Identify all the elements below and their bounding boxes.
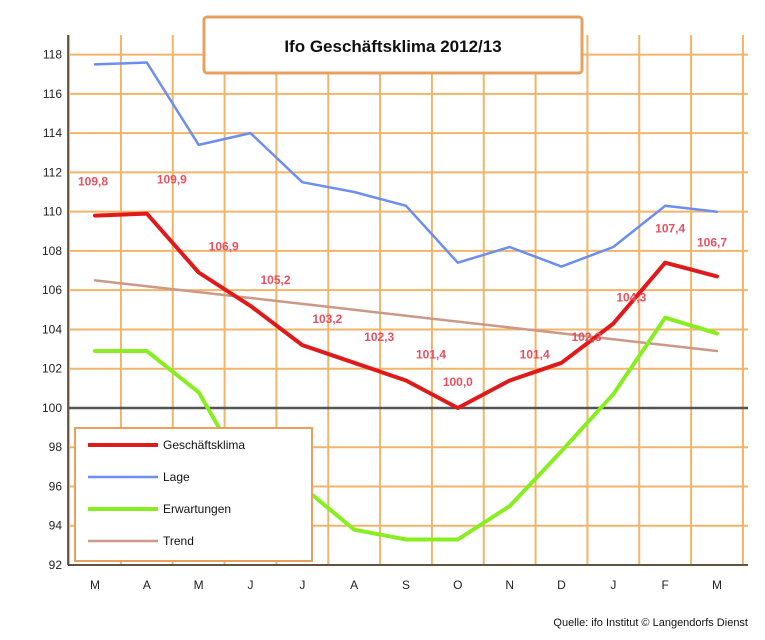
- x-tick-label: J: [610, 578, 616, 592]
- source-note: Quelle: ifo Institut © Langendorfs Diens…: [553, 617, 748, 629]
- y-tick-label: 102: [42, 362, 62, 376]
- y-tick-label: 118: [43, 48, 62, 62]
- data-label: 100,0: [443, 375, 473, 389]
- chart-title-box: Ifo Geschäftsklima 2012/13: [202, 15, 584, 75]
- y-tick-label: 104: [42, 322, 62, 336]
- legend-label: Lage: [163, 470, 190, 484]
- data-label: 107,4: [655, 222, 685, 236]
- y-axis: 92 94 96 98 100 102 104 106 108 110 112 114 116 118: [42, 48, 62, 572]
- data-label: 109,8: [78, 175, 108, 189]
- data-label: 103,2: [312, 312, 342, 326]
- y-tick-label: 106: [42, 283, 62, 297]
- series-line-trend: [93, 279, 719, 353]
- data-label: 104,3: [616, 291, 646, 305]
- series-line-geschäftsklima: [93, 211, 719, 410]
- data-label: 105,2: [260, 273, 290, 287]
- x-tick-label: J: [248, 578, 254, 592]
- y-tick-label: 92: [49, 558, 63, 572]
- y-tick-label: 108: [42, 244, 62, 258]
- series-lines: [93, 61, 719, 542]
- legend-label: Geschäftsklima: [163, 438, 245, 452]
- data-label: 106,9: [209, 240, 239, 254]
- legend-label: Erwartungen: [163, 502, 231, 516]
- data-label: 102,3: [571, 330, 601, 344]
- y-tick-label: 112: [43, 165, 62, 179]
- legend-frame: [74, 427, 313, 562]
- data-label: 102,3: [364, 330, 394, 344]
- chart-title: Ifo Geschäftsklima 2012/13: [284, 37, 501, 56]
- y-tick-label: 96: [49, 479, 63, 493]
- x-tick-label: S: [402, 578, 410, 592]
- y-tick-label: 116: [43, 87, 62, 101]
- y-tick-label: 98: [49, 440, 63, 454]
- data-label: 106,7: [697, 235, 727, 249]
- y-tick-label: 94: [49, 519, 63, 533]
- data-labels: 109,8 109,9 106,9 105,2 103,2 102,3 101,4 100,0…: [78, 173, 727, 389]
- y-tick-label: 100: [42, 401, 62, 415]
- y-tick-label: 110: [43, 205, 62, 219]
- x-tick-label: M: [90, 578, 100, 592]
- x-tick-label: A: [350, 578, 358, 592]
- series-line-lage: [93, 61, 719, 268]
- data-label: 101,4: [520, 347, 550, 361]
- x-tick-label: M: [194, 578, 204, 592]
- data-label: 101,4: [416, 347, 446, 361]
- legend: Geschäftsklima Lage Erwartungen Trend: [74, 427, 313, 562]
- series-line-erwartungen: [93, 315, 719, 542]
- x-tick-label: O: [453, 578, 462, 592]
- legend-label: Trend: [163, 534, 194, 548]
- x-tick-label: D: [557, 578, 566, 592]
- x-tick-label: F: [661, 578, 668, 592]
- title-frame: [202, 15, 584, 75]
- x-tick-label: N: [505, 578, 514, 592]
- x-tick-label: M: [712, 578, 722, 592]
- x-tick-label: J: [299, 578, 305, 592]
- data-label: 109,9: [157, 173, 187, 187]
- y-tick-label: 114: [43, 126, 62, 140]
- x-tick-label: A: [143, 578, 151, 592]
